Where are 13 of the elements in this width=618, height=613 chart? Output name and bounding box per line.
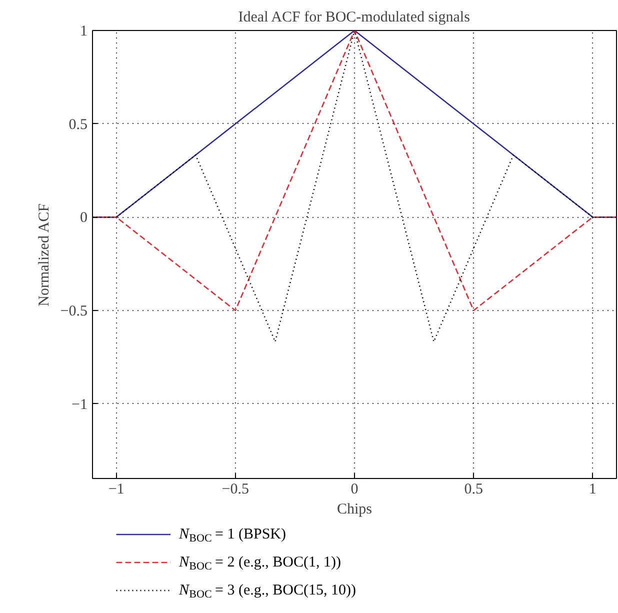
y-axis-title: Normalized ACF xyxy=(36,203,52,306)
x-axis-title: Chips xyxy=(336,502,372,518)
x-tick-label: −1 xyxy=(108,482,124,498)
y-tick-label: 0.5 xyxy=(68,116,88,133)
x-tick-label: 0.5 xyxy=(464,482,483,498)
y-tick-label: 0 xyxy=(80,210,88,226)
x-tick-label: 1 xyxy=(588,482,596,498)
y-tick-label: −0.5 xyxy=(60,304,88,320)
y-tick-label: 1 xyxy=(80,24,88,40)
y-tick-label: −1 xyxy=(72,396,88,413)
x-tick-label: −0.5 xyxy=(222,482,250,498)
x-tick-label: 0 xyxy=(350,482,358,498)
chart-title: Ideal ACF for BOC-modulated signals xyxy=(238,10,470,26)
